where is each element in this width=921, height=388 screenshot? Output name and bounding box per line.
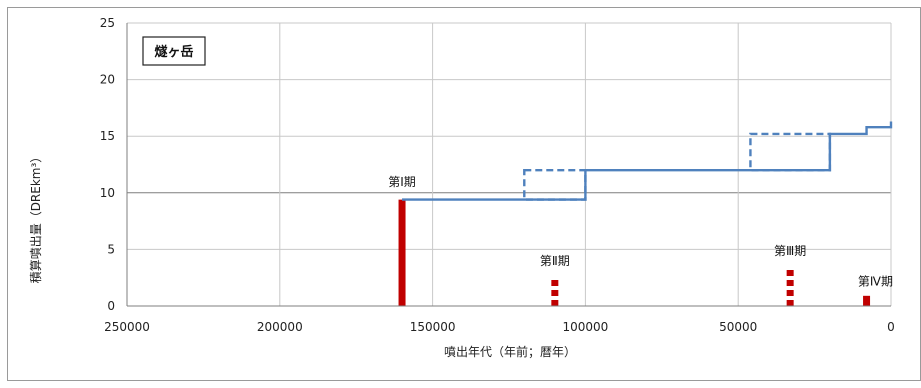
grid bbox=[127, 22, 892, 306]
cumulative-line bbox=[402, 121, 893, 201]
eruption-bars bbox=[398, 199, 871, 306]
y-tick-label: 5 bbox=[107, 242, 115, 256]
phase-label: 第Ⅰ期 bbox=[388, 175, 416, 189]
legend-box bbox=[142, 36, 206, 66]
legend-label: 燧ヶ岳 bbox=[154, 44, 193, 60]
x-tick-label: 150000 bbox=[410, 320, 456, 334]
y-tick-label: 10 bbox=[100, 186, 115, 200]
cumulative-line-series bbox=[402, 121, 893, 201]
phase-label: 第Ⅳ期 bbox=[858, 275, 893, 289]
axes: 0 5 10 15 20 25 250000 200000 150000 100000 50000 0 bbox=[100, 16, 895, 334]
y-tick-label: 20 bbox=[100, 73, 115, 87]
phase-label: 第Ⅱ期 bbox=[540, 254, 570, 268]
x-tick-label: 0 bbox=[887, 320, 895, 334]
x-tick-label: 100000 bbox=[562, 320, 608, 334]
x-tick-label: 50000 bbox=[719, 320, 757, 334]
chart-border bbox=[7, 7, 921, 381]
y-axis-title: 積算噴出量（DREkm³） bbox=[28, 151, 43, 284]
y-tick-label: 15 bbox=[100, 129, 115, 143]
x-axis-title: 噴出年代（年前；暦年） bbox=[444, 344, 576, 359]
y-tick-label: 0 bbox=[107, 299, 115, 313]
y-tick-label: 25 bbox=[100, 16, 115, 30]
phase-label: 第Ⅲ期 bbox=[774, 244, 806, 258]
x-tick-label: 200000 bbox=[257, 320, 303, 334]
x-tick-label: 250000 bbox=[104, 320, 150, 334]
legend: 燧ヶ岳 bbox=[142, 36, 206, 66]
